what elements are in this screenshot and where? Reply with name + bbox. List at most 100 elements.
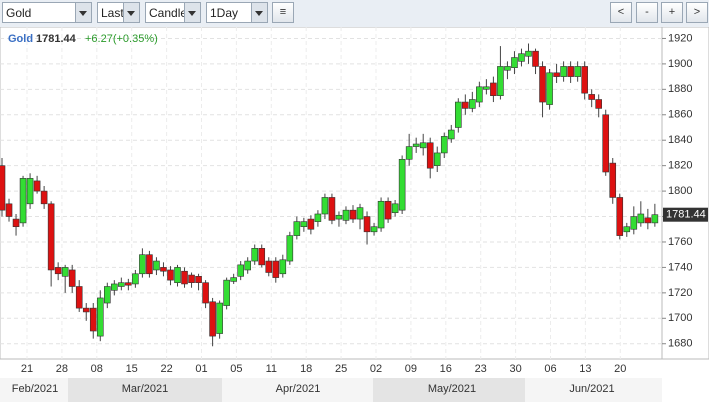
candles: [0, 43, 659, 347]
y-tick-label: 1700: [668, 312, 692, 324]
candle-body: [469, 99, 476, 109]
candle-body: [426, 142, 434, 169]
symbol-select[interactable]: Gold: [2, 2, 92, 23]
candle-body: [111, 283, 118, 291]
candle-body: [567, 66, 574, 77]
x-tick-label: 08: [91, 363, 103, 375]
candle-body: [26, 178, 34, 205]
candle-body: [61, 267, 69, 277]
month-label: Apr/2021: [276, 383, 321, 395]
x-tick-label: 09: [405, 363, 417, 375]
candle-body: [223, 279, 230, 306]
month-label: Feb/2021: [12, 383, 58, 395]
scroll-left-button[interactable]: <: [610, 2, 632, 23]
candle-body: [216, 302, 223, 334]
candle-body: [377, 200, 385, 229]
y-tick-label: 1860: [668, 109, 692, 121]
zoom-out-button[interactable]: -: [636, 2, 658, 23]
candle-body: [54, 267, 62, 275]
candle-body: [33, 180, 41, 192]
candle-body: [314, 213, 322, 222]
x-tick-label: 15: [126, 363, 138, 375]
candle-body: [82, 307, 90, 313]
candle-body: [40, 190, 48, 205]
candle-body: [118, 282, 125, 287]
candle-body: [384, 200, 392, 220]
candle-body: [174, 267, 181, 283]
x-tick-label: 23: [475, 363, 487, 375]
y-axis-area: [661, 27, 709, 360]
candle-body: [588, 94, 595, 100]
candle-body: [0, 165, 6, 211]
candle-body: [363, 216, 371, 233]
candle-body: [630, 216, 638, 230]
x-tick-label: 13: [579, 363, 591, 375]
x-tick-label: 20: [614, 363, 626, 375]
style-select[interactable]: Candle: [145, 2, 201, 23]
candle-body: [96, 297, 104, 337]
candle-body: [188, 274, 195, 283]
candle-body: [447, 129, 455, 140]
y-tick-label: 1760: [668, 236, 692, 248]
candle-body: [160, 267, 167, 272]
candle-body: [251, 248, 259, 262]
candle-body: [651, 214, 659, 224]
candle-body: [476, 86, 483, 103]
candle-body: [132, 273, 139, 285]
month-band: Feb/2021 Mar/2021 Apr/2021 May/2021 Jun/2021: [0, 378, 662, 402]
candle-body: [272, 260, 280, 278]
field-text: Last: [101, 6, 124, 20]
month-label: May/2021: [428, 383, 476, 395]
x-tick-label: 05: [230, 363, 242, 375]
candle-body: [518, 53, 525, 62]
candle-body: [153, 260, 160, 271]
month-band-cell: [525, 378, 662, 402]
month-band-cell: [68, 378, 222, 402]
candle-body: [433, 152, 441, 166]
candle-body: [328, 197, 336, 221]
month-band-cell: [373, 378, 525, 402]
y-tick-label: 1800: [668, 185, 692, 197]
list-button[interactable]: ≡: [272, 2, 294, 23]
scroll-right-button[interactable]: >: [686, 2, 708, 23]
candle-body: [349, 209, 357, 220]
candle-body: [89, 307, 97, 332]
candle-body: [560, 66, 567, 77]
candle-body: [202, 282, 209, 304]
candle-body: [412, 143, 420, 147]
symbol-label: Gold: [8, 33, 33, 45]
candle-body: [356, 207, 364, 220]
interval-select[interactable]: 1Day: [206, 2, 268, 23]
x-tick-label: 22: [160, 363, 172, 375]
candle-body: [553, 72, 560, 77]
candle-body: [497, 66, 504, 96]
candle-body: [181, 270, 188, 285]
y-tick-label: 1820: [668, 160, 692, 172]
candle-body: [511, 57, 518, 69]
candle-body: [440, 136, 448, 154]
candle-body: [370, 226, 378, 233]
candle-body: [644, 217, 652, 224]
candle-body: [419, 142, 427, 149]
candle-body: [286, 235, 294, 262]
x-tick-label: 01: [195, 363, 207, 375]
candle-body: [454, 101, 462, 128]
field-select[interactable]: Last: [97, 2, 140, 23]
y-tick-label: 1720: [668, 287, 692, 299]
candle-body: [539, 66, 546, 103]
candle-body: [546, 72, 553, 105]
interval-text: 1Day: [210, 6, 239, 20]
candle-body: [321, 197, 329, 215]
candle-body: [209, 301, 216, 337]
x-tick-label: 25: [335, 363, 347, 375]
candle-body: [279, 259, 287, 275]
style-text: Candle: [149, 6, 188, 20]
candle-body: [532, 50, 539, 67]
zoom-in-button[interactable]: +: [661, 2, 683, 23]
candle-body: [504, 66, 511, 71]
candle-body: [139, 254, 146, 275]
candle-body: [47, 203, 55, 271]
candle-body: [490, 82, 497, 96]
candle-body: [265, 260, 273, 273]
